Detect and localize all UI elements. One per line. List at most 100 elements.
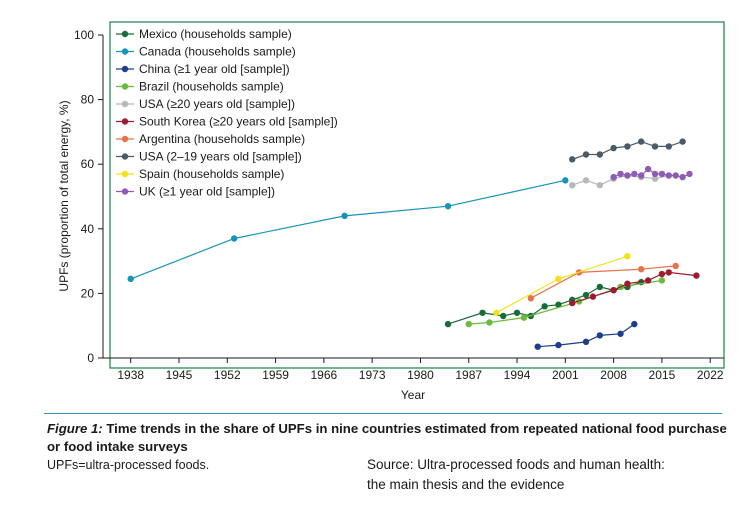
figure-caption-text: Time trends in the share of UPFs in nine… — [47, 421, 727, 454]
x-tick-label: 2001 — [552, 368, 579, 382]
data-point — [596, 332, 604, 339]
x-tick-label: 1994 — [504, 368, 531, 382]
data-point — [638, 265, 645, 273]
data-point — [665, 143, 673, 150]
data-point — [638, 138, 645, 145]
x-axis-label: Year — [401, 388, 425, 402]
x-tick-label: 1980 — [407, 368, 434, 382]
data-point — [644, 277, 652, 284]
data-point — [500, 312, 507, 320]
data-point — [465, 320, 472, 328]
data-point — [679, 138, 686, 145]
data-point — [444, 202, 452, 210]
data-point — [569, 156, 576, 163]
data-point — [672, 262, 679, 270]
legend-entry-label: Brazil (households sample) — [139, 80, 284, 94]
data-point — [610, 173, 617, 181]
data-point — [686, 170, 693, 178]
legend-entry-label: Argentina (households sample) — [139, 132, 305, 146]
legend-entry-label: USA (2–19 years old [sample]) — [139, 150, 302, 164]
data-point — [582, 338, 590, 346]
legend-swatch-marker — [121, 153, 129, 160]
legend-entry-label: UK (≥1 year old [sample]) — [139, 185, 275, 199]
data-point — [624, 172, 631, 179]
data-point — [624, 143, 631, 150]
data-point — [644, 165, 652, 173]
series-6 — [527, 262, 679, 302]
data-point — [555, 301, 562, 308]
legend-swatch-marker — [121, 48, 129, 55]
y-tick-label: 60 — [81, 157, 95, 171]
data-point — [486, 319, 493, 326]
data-point — [479, 309, 486, 316]
series-8 — [493, 253, 631, 316]
legend-swatch-marker — [121, 65, 129, 73]
data-point — [569, 299, 576, 307]
data-point — [520, 314, 528, 321]
series-7 — [569, 138, 686, 163]
data-point — [658, 170, 666, 178]
y-tick-label: 80 — [81, 93, 95, 107]
y-tick-label: 40 — [81, 222, 95, 236]
ups-trend-chart: 0 20 40 60 80 100 1938 1945 1952 1959 1966 1973 1980… — [57, 21, 725, 402]
data-point — [658, 270, 666, 278]
x-tick-label: 2015 — [649, 368, 676, 382]
data-point — [651, 143, 659, 150]
data-point — [562, 177, 569, 184]
data-point — [624, 253, 631, 260]
y-tick-label: 0 — [87, 351, 94, 365]
data-point — [127, 275, 134, 283]
series-2 — [534, 320, 638, 350]
data-point — [610, 286, 617, 294]
data-point — [444, 320, 452, 328]
data-point — [638, 172, 645, 179]
legend-swatch-marker — [121, 30, 129, 38]
data-point — [569, 181, 576, 189]
data-point — [624, 280, 631, 287]
data-point — [541, 303, 548, 310]
legend-entry-label: USA (≥20 years old [sample]) — [139, 97, 295, 111]
data-point — [582, 151, 590, 158]
data-point — [658, 277, 666, 284]
data-point — [555, 275, 562, 283]
series-9 — [610, 165, 693, 181]
x-tick-label: 1987 — [455, 368, 482, 382]
legend-entry-label: Canada (households sample) — [139, 45, 296, 59]
legend-entry-label: South Korea (≥20 years old [sample]) — [139, 115, 338, 129]
data-point — [230, 235, 238, 242]
data-point — [631, 320, 638, 328]
data-point — [596, 181, 604, 189]
x-tick-label: 1959 — [262, 368, 289, 382]
legend-swatch-marker — [121, 188, 129, 195]
data-point — [672, 172, 679, 179]
data-point — [651, 175, 659, 182]
data-point — [665, 172, 673, 179]
data-point — [610, 144, 617, 152]
x-tick-label: 1938 — [117, 368, 144, 382]
x-tick-label: 2008 — [600, 368, 627, 382]
source-line-2: the main thesis and the evidence — [367, 477, 565, 492]
source-note: Source: Ultra-processed foods and human … — [367, 455, 727, 495]
legend-entry-label: Mexico (households sample) — [139, 27, 292, 41]
data-point — [665, 269, 673, 276]
x-tick-label: 1952 — [214, 368, 241, 382]
data-point — [631, 170, 638, 178]
data-point — [582, 177, 590, 184]
series-1 — [127, 177, 569, 283]
source-line-1: Source: Ultra-processed foods and human … — [367, 457, 665, 472]
series-line — [496, 255, 628, 314]
x-tick-label: 1973 — [359, 368, 386, 382]
data-point — [555, 341, 562, 349]
figure-caption-label: Figure 1: — [47, 421, 103, 436]
data-point — [582, 291, 590, 299]
y-tick-label: 100 — [74, 28, 94, 42]
data-point — [617, 170, 624, 178]
data-point — [341, 212, 348, 220]
x-tick-label: 1966 — [311, 368, 338, 382]
x-tick-label: 2022 — [697, 368, 724, 382]
data-point — [596, 151, 604, 158]
legend-entry-label: Spain (households sample) — [139, 167, 284, 181]
figure-caption: Figure 1: Time trends in the share of UP… — [47, 420, 727, 456]
data-point — [513, 309, 521, 316]
y-axis-label: UPFs (proportion of total energy, %) — [57, 100, 71, 291]
